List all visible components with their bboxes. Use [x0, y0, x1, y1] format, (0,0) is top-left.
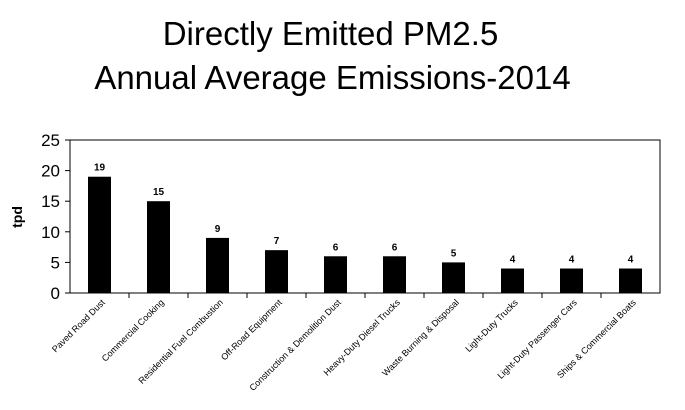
bar-data-label: 4: [628, 255, 634, 266]
bar-data-label: 15: [153, 187, 165, 198]
y-axis-label: tpd: [9, 206, 25, 228]
bar-data-label: 6: [333, 242, 339, 253]
bar: [147, 201, 170, 293]
plot-frame: [69, 139, 661, 294]
x-category-label: Light-Duty Trucks: [463, 297, 520, 354]
bar: [88, 176, 111, 293]
bar: [619, 268, 642, 293]
bar-series: 19 15 9 7 6 6 5 4 4 4: [88, 163, 642, 293]
bar-data-label: 19: [94, 163, 106, 174]
bar: [560, 268, 583, 293]
bar: [206, 237, 229, 293]
bar-data-label: 4: [569, 255, 575, 266]
x-category-label: Commercial Cooking: [100, 297, 166, 363]
bar-data-label: 6: [392, 242, 398, 253]
y-tick-label: 15: [41, 192, 60, 211]
chart-title-line-1: Directly Emitted PM2.5: [162, 15, 499, 52]
y-tick-label: 0: [51, 284, 60, 303]
y-tick-label: 10: [41, 223, 60, 242]
y-axis: 0 5 10 15 20 25: [41, 131, 70, 303]
y-tick-label: 5: [51, 253, 60, 272]
bar-data-label: 9: [215, 224, 221, 235]
bar: [383, 256, 406, 293]
y-tick-label: 20: [41, 162, 60, 181]
chart-title-line-2: Annual Average Emissions-2014: [94, 59, 571, 96]
bar-data-label: 7: [274, 236, 280, 247]
bar: [265, 250, 288, 293]
y-tick-label: 25: [41, 131, 60, 150]
bar: [324, 256, 347, 293]
bar: [501, 268, 524, 293]
bar: [442, 262, 465, 293]
x-category-label: Off-Road Equipment: [219, 297, 284, 362]
x-category-label: Paved Road Dust: [50, 297, 107, 354]
bar-data-label: 4: [510, 255, 516, 266]
bar-data-label: 5: [451, 248, 457, 259]
